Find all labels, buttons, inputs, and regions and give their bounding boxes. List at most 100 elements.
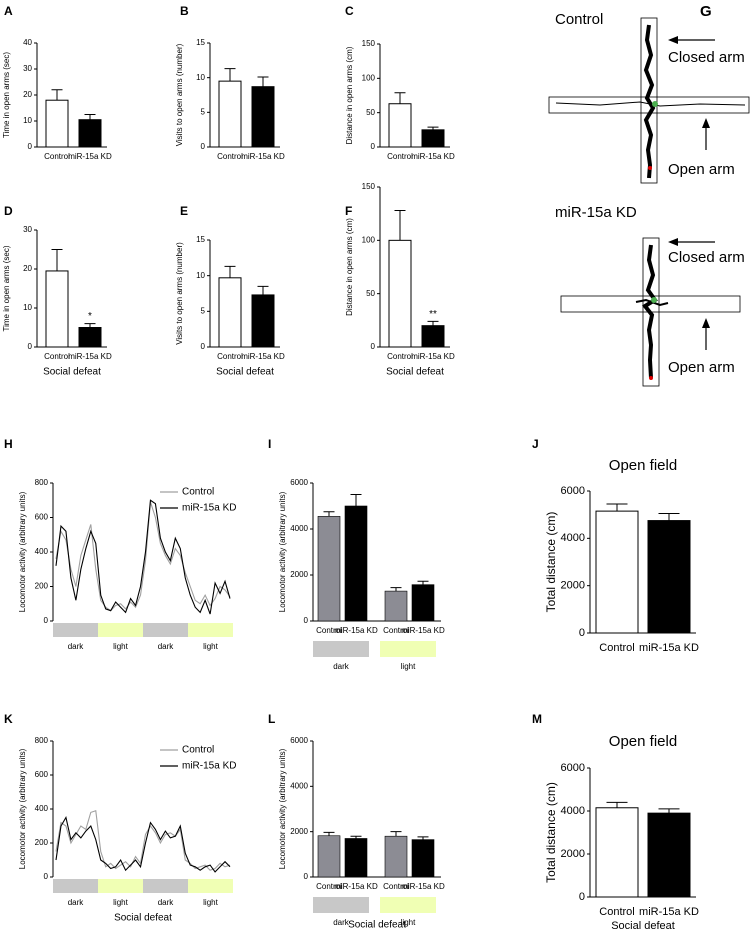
y-tick-label: 4000 xyxy=(561,532,585,544)
error-bar xyxy=(224,68,236,82)
y-tick-label: 400 xyxy=(35,547,49,556)
panel-letter: H xyxy=(4,437,13,451)
y-tick-label: 0 xyxy=(201,142,206,151)
line-series xyxy=(55,499,231,615)
phase-label: dark xyxy=(158,642,175,651)
panel-letter: L xyxy=(268,712,275,726)
y-tick-label: 200 xyxy=(35,582,49,591)
error-bar xyxy=(606,503,628,512)
panel-letter: A xyxy=(4,4,13,18)
track-start xyxy=(651,297,657,303)
error-bar xyxy=(390,587,402,592)
x-tick-label: miR-15a KD xyxy=(68,352,112,361)
arrow-head xyxy=(668,238,678,246)
arm-label: Closed arm xyxy=(668,49,745,66)
error-bar xyxy=(51,249,63,271)
phase-band xyxy=(98,623,143,637)
maze-panel: G Control Closed arm Open arm miR-15a KD… xyxy=(548,3,750,387)
bar xyxy=(344,505,368,622)
x-tick-label: miR-15a KD xyxy=(241,152,285,161)
y-tick-label: 4000 xyxy=(290,524,308,533)
x-tick-label: Control xyxy=(316,626,342,635)
y-tick-label: 6000 xyxy=(290,736,308,745)
y-tick-label: 15 xyxy=(196,38,205,47)
y-tick-label: 0 xyxy=(304,872,309,881)
y-tick-label: 20 xyxy=(23,264,32,273)
significance: ** xyxy=(429,309,437,320)
y-tick-label: 0 xyxy=(44,872,49,881)
bar xyxy=(45,270,69,348)
y-tick-label: 10 xyxy=(23,303,32,312)
y-tick-label: 5 xyxy=(201,107,206,116)
error-bar xyxy=(323,511,335,517)
y-tick-label: 2000 xyxy=(561,848,585,860)
x-tick-label: Control xyxy=(44,352,70,361)
legend-label: miR-15a KD xyxy=(182,503,236,514)
phase-band xyxy=(313,641,369,657)
x-tick-label: miR-15a KD xyxy=(334,882,378,891)
y-axis-label: Visits to open arms (number) xyxy=(175,43,184,146)
x-tick-label: miR-15a KD xyxy=(401,882,445,891)
y-tick-label: 800 xyxy=(35,478,49,487)
x-tick-label: Control xyxy=(383,882,409,891)
phase-band xyxy=(98,879,143,893)
bar xyxy=(78,119,102,148)
chart-title: Open field xyxy=(609,457,677,474)
y-axis-label: Visits to open arms (number) xyxy=(175,242,184,345)
line-series xyxy=(55,501,231,612)
phase-label: light xyxy=(113,642,128,651)
panel-letter: I xyxy=(268,437,271,451)
phase-band xyxy=(53,879,98,893)
track-end xyxy=(648,166,652,170)
x-tick-label: miR-15a KD xyxy=(334,626,378,635)
panel-letter: E xyxy=(180,204,188,218)
condition-label: miR-15a KD xyxy=(555,204,637,221)
legend-label: Control xyxy=(182,487,214,498)
bar xyxy=(421,325,445,348)
error-bar xyxy=(350,835,362,839)
bar xyxy=(421,129,445,148)
phase-band xyxy=(143,623,188,637)
x-tick-label: miR-15a KD xyxy=(411,152,455,161)
x-tick-label: miR-15a KD xyxy=(411,352,455,361)
bar xyxy=(218,80,242,148)
x-tick-label: Control xyxy=(599,906,634,918)
y-axis-label: Locomotor activity (arbitrary units) xyxy=(278,491,287,612)
phase-label: dark xyxy=(158,898,175,907)
phase-band xyxy=(53,623,98,637)
significance: * xyxy=(88,311,92,322)
bar xyxy=(218,277,242,348)
x-tick-label: miR-15a KD xyxy=(401,626,445,635)
error-bar xyxy=(606,801,628,808)
error-bar xyxy=(658,512,680,521)
x-tick-label: miR-15a KD xyxy=(241,352,285,361)
y-tick-label: 0 xyxy=(579,891,585,903)
error-bar xyxy=(257,76,269,87)
track xyxy=(643,24,656,179)
track xyxy=(555,101,746,107)
y-tick-label: 6000 xyxy=(561,485,585,497)
y-tick-label: 150 xyxy=(362,39,376,48)
x-tick-label: miR-15a KD xyxy=(68,152,112,161)
y-axis-label: Distance in open arms (cm) xyxy=(345,46,354,144)
panel-letter: F xyxy=(345,204,352,218)
y-tick-label: 0 xyxy=(371,142,376,151)
y-tick-label: 50 xyxy=(366,289,375,298)
phase-label: light xyxy=(113,898,128,907)
y-tick-label: 30 xyxy=(23,225,32,234)
bar xyxy=(317,516,341,622)
subtitle: Social defeat xyxy=(114,913,172,924)
y-axis-label: Locomotor activity (arbitrary units) xyxy=(18,491,27,612)
panel-letter: C xyxy=(345,4,354,18)
error-bar xyxy=(394,92,406,104)
y-tick-label: 0 xyxy=(579,627,585,639)
error-bar xyxy=(394,209,406,241)
y-tick-label: 0 xyxy=(44,616,49,625)
y-tick-label: 6000 xyxy=(561,762,585,774)
track-end xyxy=(649,376,653,380)
panel-letter: G xyxy=(700,3,712,20)
y-tick-label: 200 xyxy=(35,838,49,847)
x-tick-label: Control xyxy=(599,642,634,654)
panel-letter: J xyxy=(532,437,539,451)
